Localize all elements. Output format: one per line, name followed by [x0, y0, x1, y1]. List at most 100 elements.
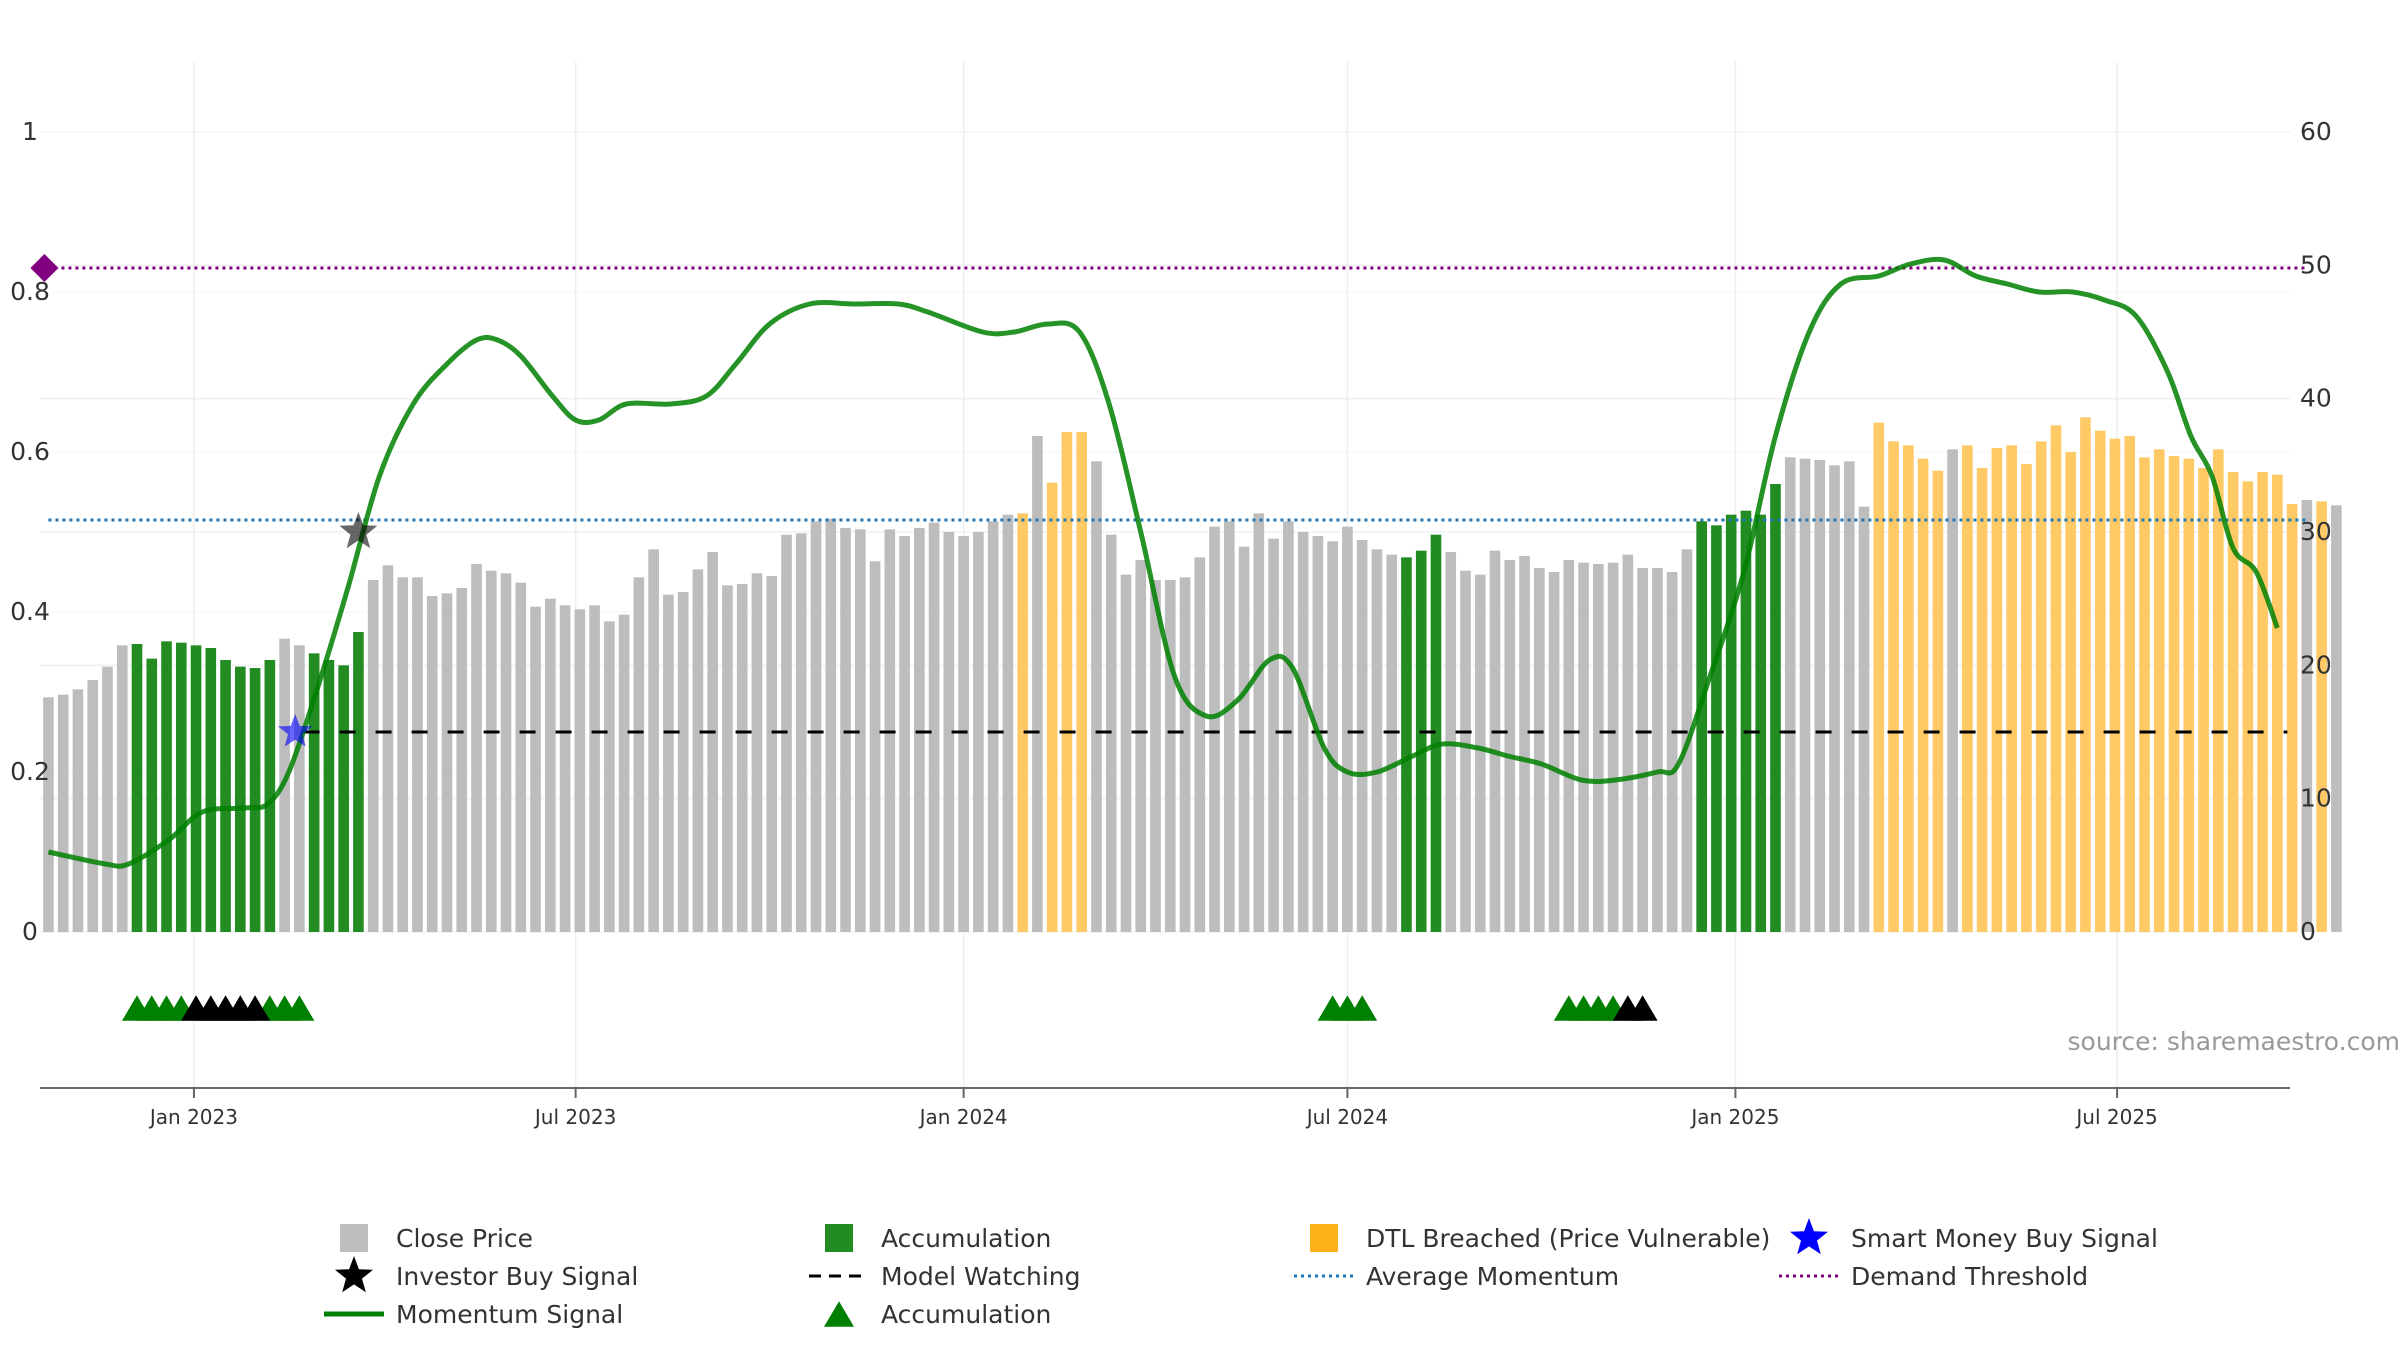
price-bar [264, 660, 276, 932]
momentum-signal-line [47, 256, 2280, 869]
price-bar [249, 668, 261, 932]
price-bar [1150, 580, 1161, 932]
price-bar [766, 576, 778, 932]
price-bar [2316, 501, 2327, 932]
price-bar [1947, 449, 1958, 932]
price-bar [1740, 510, 1752, 932]
price-bar [1430, 534, 1442, 932]
price-bar [2183, 458, 2195, 932]
price-bar [1903, 445, 1914, 932]
price-bar [175, 642, 187, 932]
price-bar [1474, 574, 1486, 932]
price-bar [943, 532, 955, 932]
price-bar [485, 570, 497, 932]
price-bar [854, 529, 866, 932]
y-right-tick-label: 10 [2300, 784, 2332, 813]
y-left-tick-label: 0.4 [10, 597, 50, 626]
price-bar [2227, 472, 2239, 932]
price-bar [1607, 562, 1619, 932]
price-bar [1814, 460, 1826, 932]
price-bar [2153, 449, 2165, 932]
legend-investor-buy-signal: Investor Buy Signal [335, 1256, 638, 1293]
price-bar [1164, 580, 1176, 932]
price-bar [1843, 461, 1855, 932]
price-bar [987, 521, 999, 932]
legend-label: Demand Threshold [1851, 1262, 2088, 1291]
legend-star-icon [335, 1256, 373, 1293]
x-tick-label: Jan 2025 [1689, 1105, 1779, 1129]
price-bar [2272, 474, 2283, 932]
price-bar [899, 536, 910, 932]
legend-swatch [825, 1224, 853, 1252]
price-bar [441, 593, 453, 932]
price-bar [1283, 521, 1294, 932]
price-bar [1091, 461, 1102, 932]
price-bar [382, 565, 394, 932]
price-bar [2198, 468, 2209, 932]
legend-label: Accumulation [881, 1300, 1051, 1329]
price-bar [1356, 540, 1368, 932]
price-bar [412, 577, 423, 932]
x-tick-label: Jan 2023 [148, 1105, 238, 1129]
price-bar [2094, 430, 2106, 932]
legend-smart-money-buy-signal: Smart Money Buy Signal [1790, 1218, 2158, 1255]
source-credit: source: sharemaestro.com [2068, 1027, 2400, 1056]
legend-close-price: Close Price [340, 1224, 533, 1253]
price-bar [633, 577, 645, 932]
price-bar [1917, 458, 1929, 932]
price-bar [146, 658, 158, 932]
price-bar [1268, 538, 1279, 932]
price-bar [308, 653, 320, 932]
demand-threshold-marker [30, 254, 59, 282]
price-bar [235, 666, 246, 932]
y-right-tick-label: 50 [2300, 250, 2332, 279]
price-bar [1784, 457, 1796, 932]
price-bar [338, 665, 349, 932]
investor-buy-star [339, 512, 378, 549]
price-bar [1873, 422, 1885, 932]
price-bar [72, 689, 84, 932]
price-bar [1386, 554, 1398, 932]
legend-accumulation: Accumulation [824, 1300, 1051, 1329]
price-bar [1725, 514, 1737, 932]
price-bar [2124, 436, 2136, 932]
price-bar [1061, 432, 1073, 932]
price-bar [1489, 550, 1501, 932]
legend-accumulation: Accumulation [825, 1224, 1051, 1253]
price-bar [2035, 441, 2047, 932]
price-bar [1519, 556, 1530, 932]
price-bar [574, 609, 586, 932]
price-bar [1593, 564, 1604, 932]
x-tick-label: Jul 2023 [533, 1105, 616, 1129]
price-bar [131, 644, 143, 932]
legend-label: Momentum Signal [396, 1300, 623, 1329]
price-bar [1711, 525, 1722, 932]
price-bar [367, 580, 379, 932]
y-left-tick-label: 0.2 [10, 757, 50, 786]
price-bar [795, 533, 807, 932]
price-bar [2242, 481, 2254, 932]
price-bar [1504, 560, 1516, 932]
price-bar [692, 569, 704, 932]
price-bar [1533, 568, 1545, 932]
price-bar [2212, 449, 2224, 932]
y-right-tick-label: 20 [2300, 650, 2332, 679]
price-bar [1120, 574, 1132, 932]
price-bar [810, 521, 822, 932]
price-bar [1637, 568, 1648, 932]
price-bar [1401, 557, 1412, 932]
legend-label: Model Watching [881, 1262, 1081, 1291]
price-bar [869, 561, 881, 932]
price-bar [958, 536, 969, 932]
x-tick-label: Jul 2025 [2074, 1105, 2157, 1129]
price-bar [1578, 562, 1589, 932]
price-bar [1209, 526, 1220, 932]
legend-dtl-breached-price-vulnerable: DTL Breached (Price Vulnerable) [1310, 1224, 1770, 1253]
price-bar [825, 518, 837, 932]
price-bar [190, 645, 202, 932]
price-bar [618, 614, 630, 932]
price-bar [57, 694, 69, 932]
price-bar [677, 592, 689, 932]
price-bar [1829, 465, 1840, 932]
